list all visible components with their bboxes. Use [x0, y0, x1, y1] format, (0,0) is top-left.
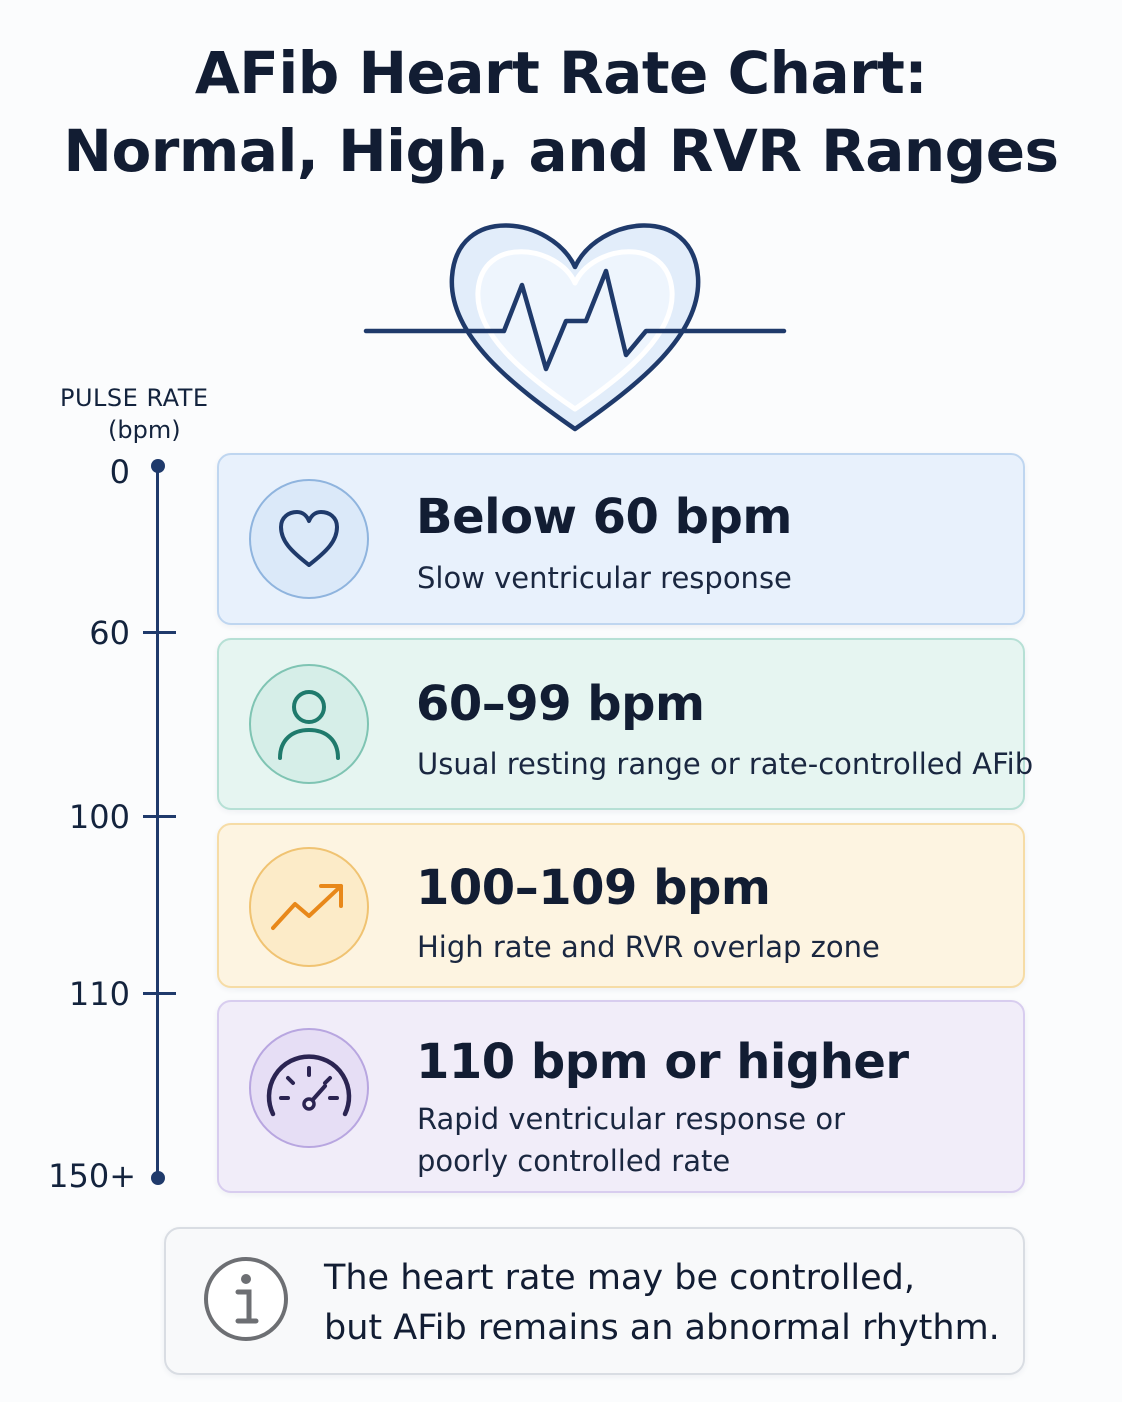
range-description: Usual resting range or rate-controlled A…: [417, 747, 1034, 781]
range-description: Rapid ventricular response or: [417, 1102, 846, 1136]
heart-icon: [279, 510, 339, 567]
range-badge: [249, 479, 369, 599]
range-heading: 110 bpm or higher: [416, 1034, 909, 1090]
range-description: poorly controlled rate: [417, 1144, 731, 1178]
info-note: The heart rate may be controlled, but AF…: [164, 1227, 1025, 1375]
range-heading: Below 60 bpm: [416, 489, 792, 545]
person-icon: [278, 690, 340, 760]
note-text: The heart rate may be controlled, but AF…: [324, 1253, 1000, 1353]
range-heading: 60–99 bpm: [416, 676, 705, 732]
range-heading: 100–109 bpm: [416, 860, 771, 916]
page-title: AFib Heart Rate Chart: Normal, High, and…: [0, 34, 1122, 190]
info-icon: [204, 1257, 288, 1341]
range-badge: [249, 664, 369, 784]
range-description: Slow ventricular response: [417, 561, 792, 595]
axis-start-dot: [151, 459, 165, 473]
heart-ecg-icon: [363, 223, 787, 432]
tick-label: 100: [68, 798, 130, 836]
title-line-2: Normal, High, and RVR Ranges: [63, 117, 1059, 185]
tick-label: 0: [109, 453, 130, 491]
range-badge: [249, 847, 369, 967]
axis-title: PULSE RATE (bpm): [60, 382, 240, 446]
range-card-100-109: 100–109 bpm High rate and RVR overlap zo…: [217, 823, 1025, 988]
note-line: but AFib remains an abnormal rhythm.: [324, 1308, 1000, 1348]
tick-label: 110: [68, 975, 130, 1013]
range-card-60-99: 60–99 bpm Usual resting range or rate-co…: [217, 638, 1033, 810]
range-card-110-plus: 110 bpm or higher Rapid ventricular resp…: [217, 1000, 1025, 1193]
range-card-below-60: Below 60 bpm Slow ventricular response: [217, 453, 1025, 625]
axis-tick: [143, 815, 176, 818]
title-line-1: AFib Heart Rate Chart:: [194, 39, 928, 107]
axis-title-label: PULSE RATE: [60, 384, 209, 412]
axis-end-dot: [151, 1171, 165, 1185]
note-line: The heart rate may be controlled,: [324, 1258, 916, 1298]
gauge-icon: [266, 1054, 352, 1117]
axis-line: [156, 466, 159, 1178]
range-badge: [249, 1028, 369, 1148]
axis-unit-label: (bpm): [108, 416, 181, 444]
axis-tick: [143, 992, 176, 995]
tick-label: 150+: [48, 1157, 136, 1195]
trending-up-icon: [271, 884, 343, 930]
range-description: High rate and RVR overlap zone: [417, 930, 880, 964]
tick-label: 60: [89, 614, 130, 652]
axis-tick: [143, 631, 176, 634]
